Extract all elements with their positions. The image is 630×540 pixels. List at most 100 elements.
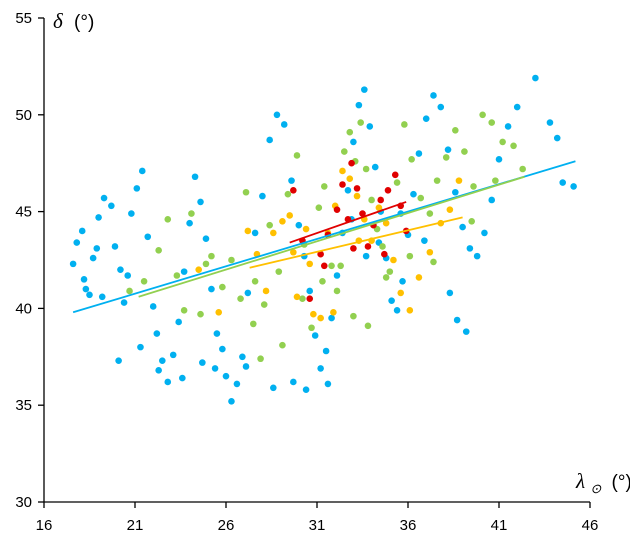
series-3-points xyxy=(195,167,463,322)
data-point xyxy=(266,221,273,229)
data-point xyxy=(473,252,481,260)
data-point xyxy=(339,167,346,175)
x-tick-label: 36 xyxy=(400,517,417,534)
data-point xyxy=(310,310,317,318)
data-point xyxy=(93,245,101,252)
x-tick-label: 31 xyxy=(309,517,326,534)
y-tick-label: 35 xyxy=(15,397,32,414)
data-point xyxy=(355,101,363,109)
data-point xyxy=(149,303,157,310)
data-point xyxy=(124,272,132,279)
data-point xyxy=(408,156,415,163)
data-point xyxy=(417,194,425,202)
y-axis-symbol: δ xyxy=(53,9,64,33)
data-point xyxy=(251,277,259,285)
data-point xyxy=(488,119,496,126)
data-point xyxy=(98,293,106,301)
data-point xyxy=(366,123,374,130)
data-point xyxy=(89,254,97,262)
data-point xyxy=(362,252,370,260)
data-point xyxy=(153,330,161,337)
data-point xyxy=(164,378,172,386)
data-point xyxy=(80,276,88,283)
data-point xyxy=(257,355,264,363)
y-tick-label: 40 xyxy=(15,300,32,317)
data-point xyxy=(73,239,81,246)
data-point xyxy=(422,115,430,122)
data-point xyxy=(197,198,204,206)
data-point xyxy=(495,156,503,163)
data-point xyxy=(437,103,445,111)
data-point xyxy=(344,187,352,194)
data-point xyxy=(288,177,295,184)
y-tick-label: 50 xyxy=(15,107,32,124)
data-point xyxy=(444,146,452,153)
data-point xyxy=(279,217,286,225)
data-point xyxy=(126,287,133,295)
x-axis-unit: (°) xyxy=(612,472,630,493)
data-point xyxy=(197,310,204,318)
data-point xyxy=(315,204,323,212)
data-point xyxy=(470,183,477,190)
data-point xyxy=(270,229,277,237)
data-point xyxy=(266,136,273,144)
data-point xyxy=(393,307,401,314)
x-axis-title: λ ⊙ (°) xyxy=(575,469,630,498)
y-tick-label: 45 xyxy=(15,204,32,221)
series-layer xyxy=(69,74,577,405)
data-point xyxy=(322,347,330,355)
data-point xyxy=(466,245,474,252)
data-point xyxy=(446,289,454,297)
data-point xyxy=(371,163,379,171)
data-point xyxy=(155,247,162,254)
y-tick-label: 30 xyxy=(15,494,32,511)
x-axis-subscript: ⊙ xyxy=(590,481,601,496)
data-point xyxy=(361,86,368,93)
data-point xyxy=(350,138,357,146)
data-point xyxy=(159,357,166,364)
data-point xyxy=(219,345,226,353)
data-point xyxy=(259,192,266,200)
data-point xyxy=(78,227,86,235)
x-tick-label: 16 xyxy=(36,517,53,534)
data-point xyxy=(211,365,219,372)
series-4-points xyxy=(290,159,410,303)
data-point xyxy=(337,262,344,270)
data-point xyxy=(410,190,417,198)
data-point xyxy=(140,277,148,285)
y-axis-unit: (°) xyxy=(74,12,94,33)
data-point xyxy=(381,250,388,258)
trendline-layer xyxy=(72,160,576,314)
data-point xyxy=(462,328,470,335)
data-point xyxy=(388,297,395,304)
data-point xyxy=(293,293,301,301)
x-tick-label: 21 xyxy=(127,517,144,534)
data-point xyxy=(250,320,257,328)
data-point xyxy=(341,148,348,155)
data-point xyxy=(169,351,177,359)
trendline-2 xyxy=(138,175,525,298)
data-point xyxy=(306,260,314,268)
data-point xyxy=(390,256,397,264)
data-point xyxy=(299,295,306,303)
data-point xyxy=(262,287,270,295)
data-point xyxy=(186,219,193,227)
data-point xyxy=(452,126,459,134)
data-point xyxy=(382,274,390,281)
data-point xyxy=(133,185,141,192)
data-point xyxy=(228,398,235,405)
data-point xyxy=(179,374,186,382)
data-point xyxy=(320,262,328,270)
data-point xyxy=(286,212,294,219)
data-point xyxy=(111,243,119,250)
data-point xyxy=(333,272,341,279)
data-point xyxy=(173,272,181,279)
data-point xyxy=(82,285,90,293)
y-tick-label: 55 xyxy=(15,10,32,27)
data-point xyxy=(293,152,301,159)
data-point xyxy=(311,332,319,339)
data-point xyxy=(306,287,314,295)
y-tick-group: 30 35 40 45 50 55 xyxy=(15,10,44,511)
data-point xyxy=(295,221,303,229)
